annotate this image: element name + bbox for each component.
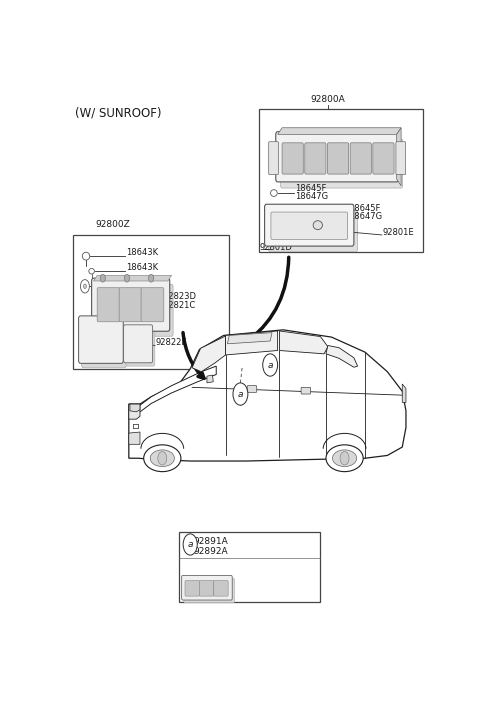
FancyBboxPatch shape: [119, 288, 142, 322]
Polygon shape: [129, 404, 140, 419]
Circle shape: [81, 280, 89, 293]
FancyBboxPatch shape: [79, 316, 123, 363]
Ellipse shape: [333, 450, 357, 467]
Ellipse shape: [271, 190, 277, 196]
FancyBboxPatch shape: [301, 387, 311, 394]
Bar: [259, 109, 423, 252]
Text: 18643K: 18643K: [126, 248, 158, 257]
Circle shape: [263, 354, 277, 376]
Polygon shape: [129, 432, 140, 444]
FancyBboxPatch shape: [214, 581, 228, 596]
FancyBboxPatch shape: [268, 210, 358, 252]
FancyBboxPatch shape: [126, 328, 155, 366]
Text: 85744: 85744: [115, 278, 141, 287]
Polygon shape: [226, 331, 277, 355]
FancyBboxPatch shape: [92, 278, 170, 331]
FancyBboxPatch shape: [327, 143, 348, 174]
Text: 18643K: 18643K: [126, 263, 158, 272]
Polygon shape: [326, 346, 358, 368]
Text: a: a: [188, 540, 193, 549]
Text: (W/ SUNROOF): (W/ SUNROOF): [75, 107, 161, 120]
Ellipse shape: [313, 220, 323, 230]
Circle shape: [340, 452, 349, 465]
Polygon shape: [94, 276, 172, 281]
FancyBboxPatch shape: [276, 132, 398, 182]
Circle shape: [158, 452, 167, 465]
Ellipse shape: [83, 252, 90, 260]
Circle shape: [183, 534, 197, 555]
FancyBboxPatch shape: [185, 581, 199, 596]
Text: 92823D: 92823D: [163, 292, 196, 301]
FancyBboxPatch shape: [282, 143, 303, 174]
Text: a: a: [267, 360, 273, 370]
FancyBboxPatch shape: [264, 204, 354, 246]
Polygon shape: [131, 366, 216, 412]
Text: a: a: [238, 389, 243, 399]
Circle shape: [148, 274, 154, 282]
Ellipse shape: [89, 268, 95, 274]
Polygon shape: [277, 128, 401, 134]
Circle shape: [84, 284, 86, 289]
Text: 18647G: 18647G: [349, 212, 382, 221]
FancyBboxPatch shape: [281, 139, 403, 188]
FancyBboxPatch shape: [96, 284, 173, 336]
Text: 92892A: 92892A: [193, 547, 228, 556]
FancyBboxPatch shape: [124, 325, 153, 362]
Text: 18645F: 18645F: [296, 184, 327, 193]
FancyBboxPatch shape: [82, 320, 126, 368]
FancyBboxPatch shape: [271, 212, 348, 239]
Polygon shape: [402, 384, 406, 402]
Text: 92801E: 92801E: [383, 228, 414, 236]
FancyBboxPatch shape: [305, 143, 326, 174]
FancyBboxPatch shape: [184, 579, 234, 602]
FancyBboxPatch shape: [269, 141, 278, 175]
FancyBboxPatch shape: [181, 576, 232, 600]
FancyBboxPatch shape: [247, 386, 257, 392]
Polygon shape: [228, 333, 272, 344]
Text: 92822E: 92822E: [156, 338, 187, 347]
FancyBboxPatch shape: [97, 288, 120, 322]
Polygon shape: [207, 375, 213, 383]
Text: 18645F: 18645F: [349, 204, 381, 212]
Ellipse shape: [144, 445, 181, 472]
Text: 18647G: 18647G: [296, 192, 329, 202]
Text: 92891A: 92891A: [193, 537, 228, 547]
Polygon shape: [279, 331, 328, 354]
FancyBboxPatch shape: [199, 581, 214, 596]
Polygon shape: [192, 336, 226, 372]
Ellipse shape: [150, 450, 174, 467]
FancyBboxPatch shape: [373, 143, 394, 174]
Circle shape: [233, 383, 248, 405]
Text: 92800A: 92800A: [311, 95, 345, 104]
Circle shape: [100, 274, 106, 282]
Bar: [179, 532, 321, 602]
FancyBboxPatch shape: [396, 141, 406, 175]
Text: 92800Z: 92800Z: [96, 220, 130, 229]
Bar: [73, 235, 229, 369]
Text: 92801D: 92801D: [260, 243, 293, 252]
Polygon shape: [130, 404, 140, 412]
FancyBboxPatch shape: [141, 288, 164, 322]
Text: 92821C: 92821C: [163, 302, 195, 310]
Ellipse shape: [326, 445, 363, 472]
Polygon shape: [129, 330, 406, 461]
Polygon shape: [396, 128, 401, 186]
FancyBboxPatch shape: [350, 143, 372, 174]
Circle shape: [124, 274, 130, 282]
